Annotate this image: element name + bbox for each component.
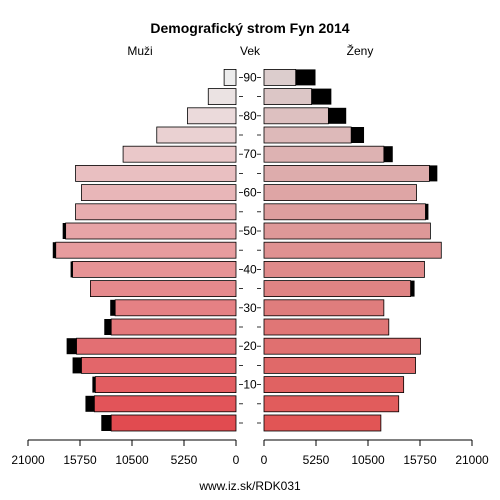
age-tick-label: 70 bbox=[243, 147, 257, 161]
age-tick-label: 10 bbox=[243, 378, 257, 392]
women-bar-50-54 bbox=[263, 222, 431, 240]
left-x-tick-label: 15750 bbox=[63, 453, 97, 467]
men-surplus-50-54 bbox=[62, 223, 66, 239]
men-surplus-0-4 bbox=[101, 415, 112, 431]
age-tick-label: 60 bbox=[243, 186, 257, 200]
footer-url: www.iz.sk/RDK031 bbox=[198, 479, 301, 493]
men-bar-40-44 bbox=[72, 260, 237, 278]
women-bar-30-34 bbox=[263, 299, 385, 317]
age-tick-label: 80 bbox=[243, 109, 257, 123]
men-surplus-45-49 bbox=[52, 242, 56, 259]
men-bar-50-54 bbox=[65, 222, 237, 240]
men-bar-25-29 bbox=[110, 318, 237, 336]
right-x-tick-label: 21000 bbox=[455, 453, 489, 467]
chart-title: Demografický strom Fyn 2014 bbox=[150, 20, 349, 36]
women-bar-70-74 bbox=[263, 145, 385, 163]
women-bar-40-44 bbox=[263, 260, 425, 278]
age-tick-label: 20 bbox=[243, 339, 257, 353]
axes-group: 21000 15750 10500 5250 0 0 5250 10500 15750 21000… bbox=[11, 70, 489, 467]
right-series-label: Ženy bbox=[347, 43, 374, 58]
right-x-tick-label: 5250 bbox=[303, 453, 330, 467]
right-x-tick-label: 0 bbox=[261, 453, 268, 467]
left-x-tick-label: 21000 bbox=[11, 453, 45, 467]
women-bar-65-69 bbox=[263, 164, 430, 182]
women-bar-0-4 bbox=[263, 414, 382, 432]
women-surplus-35-39 bbox=[410, 280, 415, 297]
men-bar-0-4 bbox=[110, 414, 237, 432]
women-bar-85-89 bbox=[263, 88, 312, 105]
women-bar-45-49 bbox=[263, 241, 442, 259]
women-bar-55-59 bbox=[263, 203, 426, 221]
men-bar-70-74 bbox=[122, 145, 237, 163]
women-surplus-55-59 bbox=[425, 203, 429, 220]
men-bar-65-69 bbox=[75, 164, 237, 182]
men-bar-60-64 bbox=[81, 184, 237, 202]
women-bar-75-79 bbox=[263, 126, 352, 144]
men-bar-85-89 bbox=[207, 88, 237, 105]
men-bar-15-19 bbox=[81, 356, 237, 374]
men-bar-20-24 bbox=[76, 337, 237, 355]
men-surplus-20-24 bbox=[66, 338, 77, 355]
women-bar-90+ bbox=[263, 69, 297, 86]
left-x-tick-label: 5250 bbox=[171, 453, 198, 467]
men-surplus-40-44 bbox=[70, 261, 73, 278]
men-bar-90+ bbox=[223, 69, 237, 86]
age-tick-label: 50 bbox=[243, 224, 257, 238]
women-bar-10-14 bbox=[263, 376, 405, 394]
right-x-tick-label: 15750 bbox=[403, 453, 437, 467]
women-bar-35-39 bbox=[263, 280, 411, 298]
men-bar-5-9 bbox=[93, 395, 237, 413]
men-bar-55-59 bbox=[75, 203, 237, 221]
women-surplus-85-89 bbox=[311, 88, 332, 105]
women-bar-5-9 bbox=[263, 395, 400, 413]
age-tick-label: 40 bbox=[243, 262, 257, 276]
men-surplus-25-29 bbox=[104, 319, 112, 335]
women-surplus-90+ bbox=[295, 69, 316, 86]
women-bar-20-24 bbox=[263, 337, 421, 355]
women-bar-60-64 bbox=[263, 184, 417, 202]
men-surplus-10-14 bbox=[92, 376, 96, 393]
men-bar-10-14 bbox=[94, 376, 237, 394]
men-bar-30-34 bbox=[114, 299, 237, 317]
women-surplus-65-69 bbox=[429, 165, 438, 182]
women-bar-80-84 bbox=[263, 107, 329, 125]
women-surplus-80-84 bbox=[328, 107, 347, 124]
men-bar-80-84 bbox=[187, 107, 237, 125]
left-x-tick-label: 10500 bbox=[115, 453, 149, 467]
men-surplus-15-19 bbox=[72, 357, 82, 374]
men-bar-75-79 bbox=[156, 126, 237, 144]
men-bar-45-49 bbox=[55, 241, 237, 259]
left-x-tick-label: 0 bbox=[233, 453, 240, 467]
center-axis-label: Vek bbox=[240, 44, 261, 58]
women-bar-15-19 bbox=[263, 356, 416, 374]
age-tick-label: 90 bbox=[243, 70, 257, 84]
men-surplus-5-9 bbox=[85, 395, 95, 412]
bars-group bbox=[52, 69, 442, 432]
women-bar-25-29 bbox=[263, 318, 390, 336]
age-tick-label: 30 bbox=[243, 301, 257, 315]
women-surplus-70-74 bbox=[383, 146, 393, 163]
men-surplus-30-34 bbox=[110, 299, 116, 316]
women-surplus-75-79 bbox=[351, 127, 365, 143]
right-x-tick-label: 10500 bbox=[351, 453, 385, 467]
men-bar-35-39 bbox=[90, 280, 237, 298]
left-series-label: Muži bbox=[127, 44, 152, 58]
